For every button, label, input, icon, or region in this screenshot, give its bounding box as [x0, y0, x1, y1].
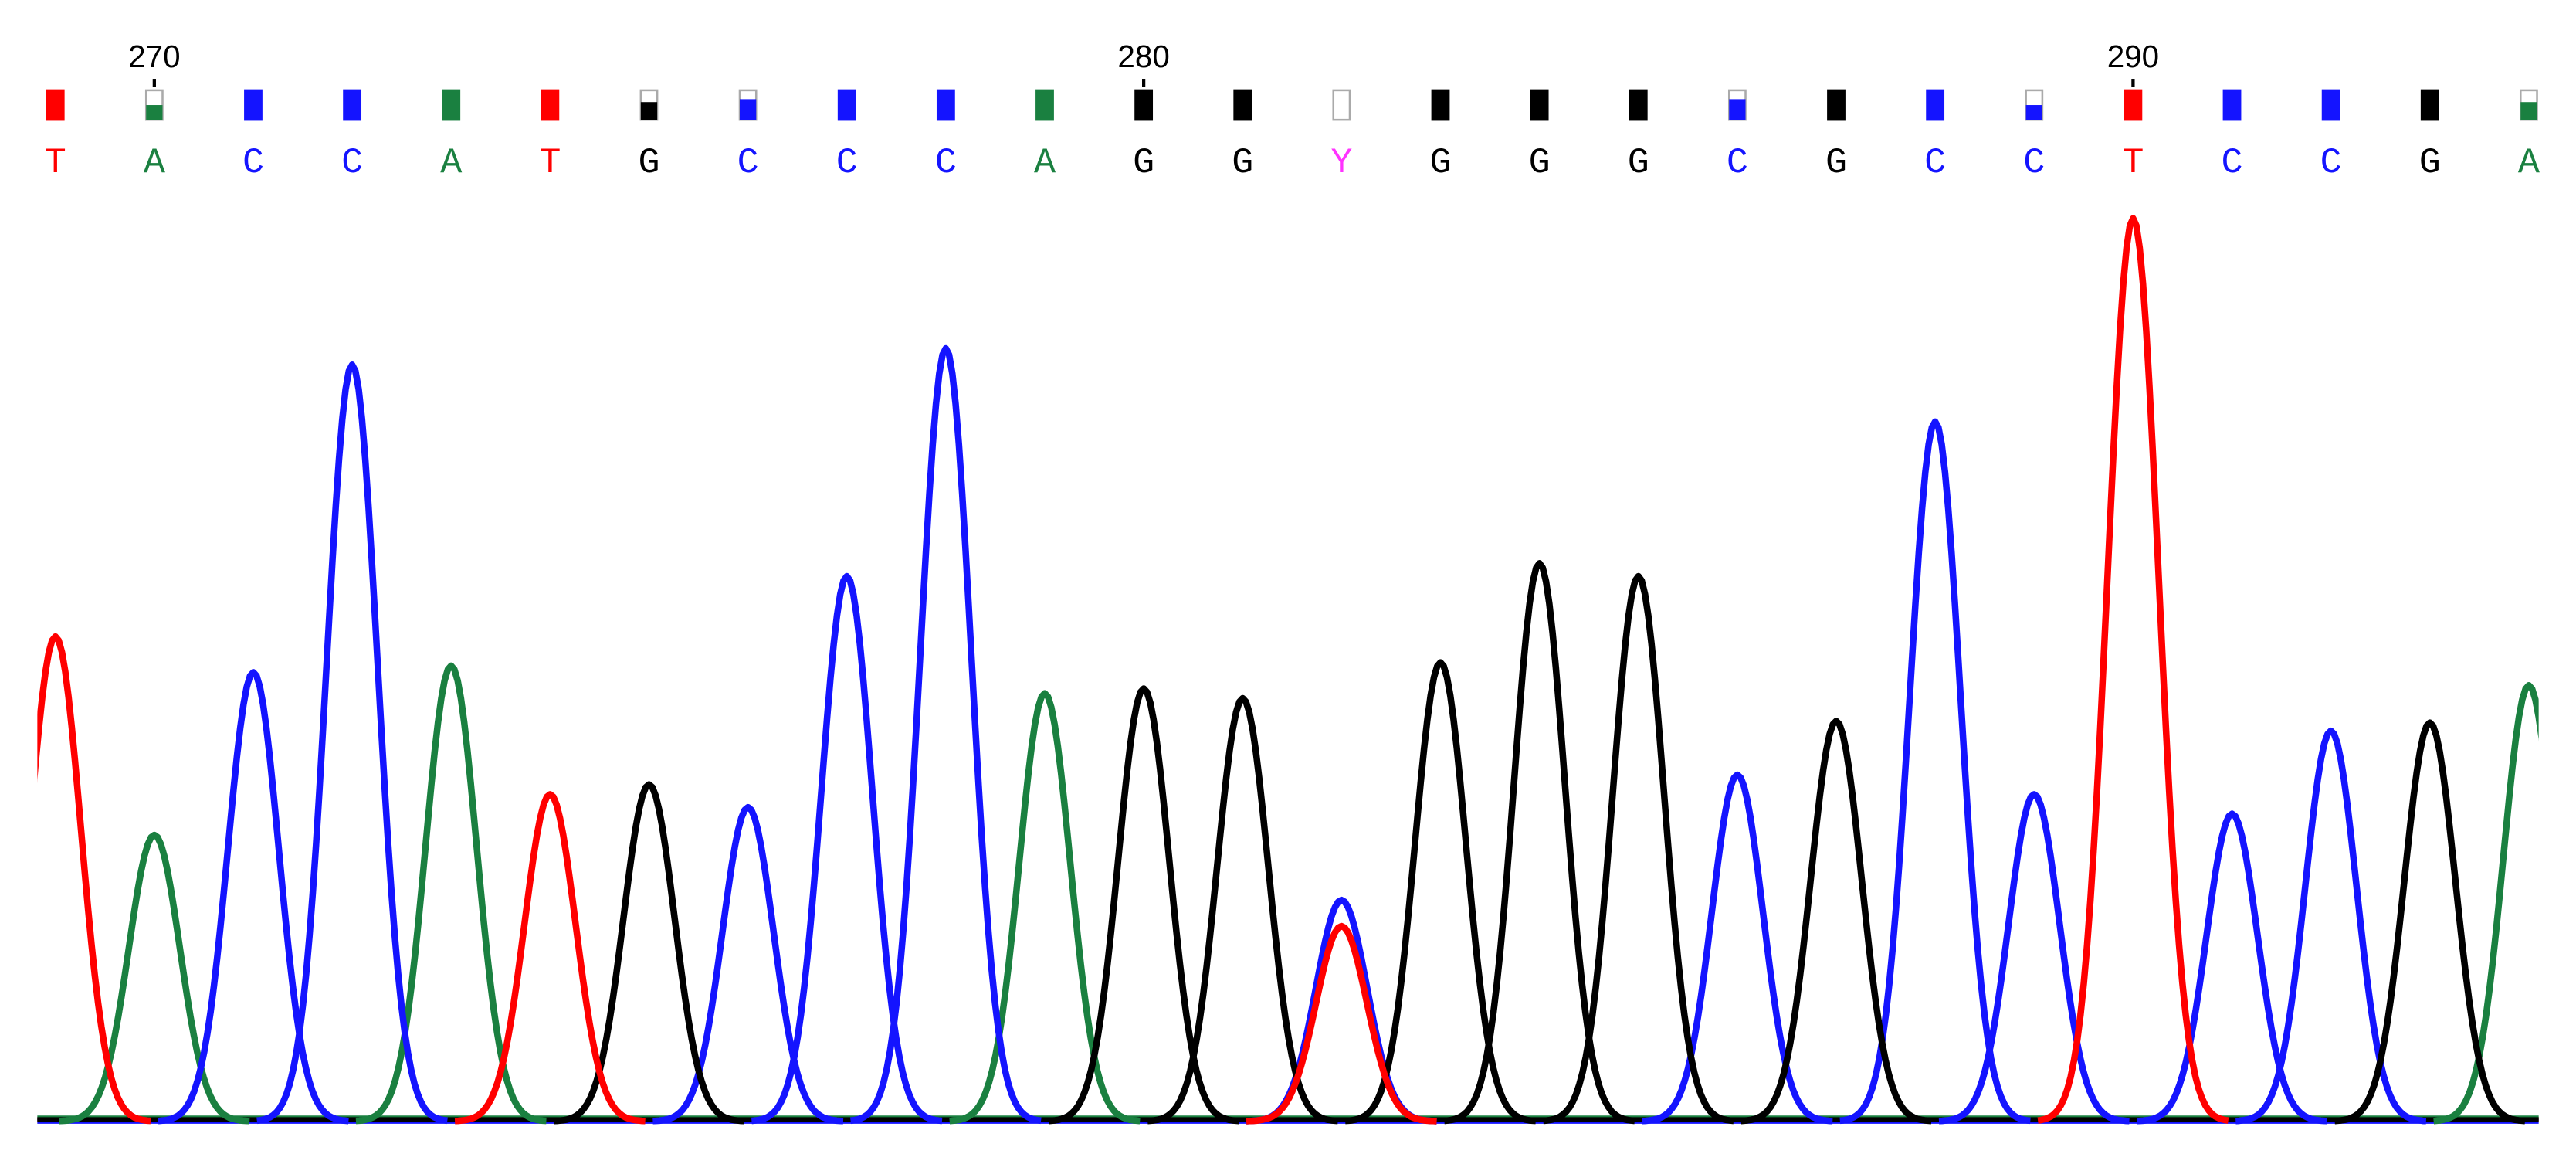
- quality-fill: [2124, 90, 2142, 120]
- peak: [158, 669, 349, 1125]
- peak: [355, 662, 547, 1125]
- base-call: A: [2518, 143, 2540, 184]
- base-call: G: [1628, 143, 1649, 184]
- quality-fill: [1234, 90, 1251, 120]
- peak: [554, 781, 745, 1125]
- quality-fill: [1927, 90, 1944, 120]
- peak: [1048, 685, 1239, 1125]
- quality-fill: [245, 90, 262, 120]
- quality-fill: [442, 90, 459, 120]
- quality-fill: [1828, 90, 1845, 120]
- quality-fill: [839, 90, 856, 120]
- peak: [1443, 560, 1635, 1125]
- base-call: A: [440, 143, 463, 184]
- baselines: [37, 1115, 2539, 1124]
- quality-fill: [937, 90, 954, 120]
- quality-fill: [640, 102, 658, 120]
- base-call: C: [737, 143, 759, 184]
- base-call: A: [144, 143, 166, 184]
- quality-box: [1332, 89, 1351, 121]
- quality-fill: [1531, 90, 1548, 120]
- quality-fill: [2323, 90, 2340, 120]
- quality-fill: [1729, 99, 1746, 120]
- peak: [1839, 418, 2031, 1125]
- quality-fill: [2025, 105, 2042, 120]
- quality-fill: [1630, 90, 1647, 120]
- peak: [2137, 810, 2328, 1125]
- base-call: A: [1034, 143, 1056, 184]
- base-call: G: [1232, 143, 1253, 184]
- base-call: C: [2320, 143, 2342, 184]
- base-call: C: [341, 143, 363, 184]
- peak: [1740, 718, 1932, 1125]
- peak: [849, 344, 1042, 1125]
- base-call: C: [1727, 143, 1748, 184]
- peak: [1344, 659, 1536, 1125]
- peak: [2235, 727, 2427, 1125]
- quality-fill: [344, 90, 361, 120]
- peak: [59, 831, 250, 1125]
- base-call: Y: [1330, 143, 1352, 184]
- quality-fill: [2223, 90, 2241, 120]
- base-call: C: [1924, 143, 1946, 184]
- base-call: C: [242, 143, 264, 184]
- peak: [1543, 572, 1734, 1125]
- peak: [2433, 681, 2539, 1125]
- base-call: G: [1133, 143, 1154, 184]
- peak: [751, 572, 943, 1125]
- peak: [1938, 791, 2130, 1125]
- base-call: G: [1825, 143, 1847, 184]
- quality-fill: [739, 99, 757, 120]
- peak: [256, 361, 448, 1125]
- peak: [2334, 719, 2526, 1125]
- quality-fill: [47, 90, 64, 120]
- peak: [1642, 771, 1833, 1125]
- base-call: G: [638, 143, 659, 184]
- peak: [949, 690, 1141, 1125]
- quality-fill: [1135, 90, 1152, 120]
- quality-fill: [2520, 102, 2537, 120]
- base-call: G: [1429, 143, 1451, 184]
- peak: [1246, 922, 1437, 1125]
- base-call: C: [836, 143, 858, 184]
- peak: [454, 791, 646, 1125]
- header-strip: 270 280 290 T A C C A T G C C C A G G Y G G G C G C C T C C G A: [45, 39, 2540, 184]
- position-label: 290: [2107, 39, 2159, 74]
- base-call: T: [539, 143, 561, 184]
- position-label: 270: [128, 39, 180, 74]
- peak: [1147, 694, 1339, 1125]
- quality-fill: [146, 105, 163, 120]
- peak: [2037, 215, 2229, 1124]
- base-call: G: [2419, 143, 2441, 184]
- base-call: T: [45, 143, 66, 184]
- traces: [37, 215, 2539, 1125]
- quality-fill: [541, 90, 558, 120]
- base-call: C: [2023, 143, 2045, 184]
- quality-fill: [2422, 90, 2439, 120]
- peak: [652, 803, 844, 1125]
- base-call: C: [2221, 143, 2242, 184]
- quality-fill: [1036, 90, 1053, 120]
- peak: [37, 633, 151, 1125]
- base-call: G: [1529, 143, 1551, 184]
- quality-fill: [1432, 90, 1449, 120]
- base-call: C: [935, 143, 957, 184]
- base-call: T: [2122, 143, 2144, 184]
- position-label: 280: [1117, 39, 1169, 74]
